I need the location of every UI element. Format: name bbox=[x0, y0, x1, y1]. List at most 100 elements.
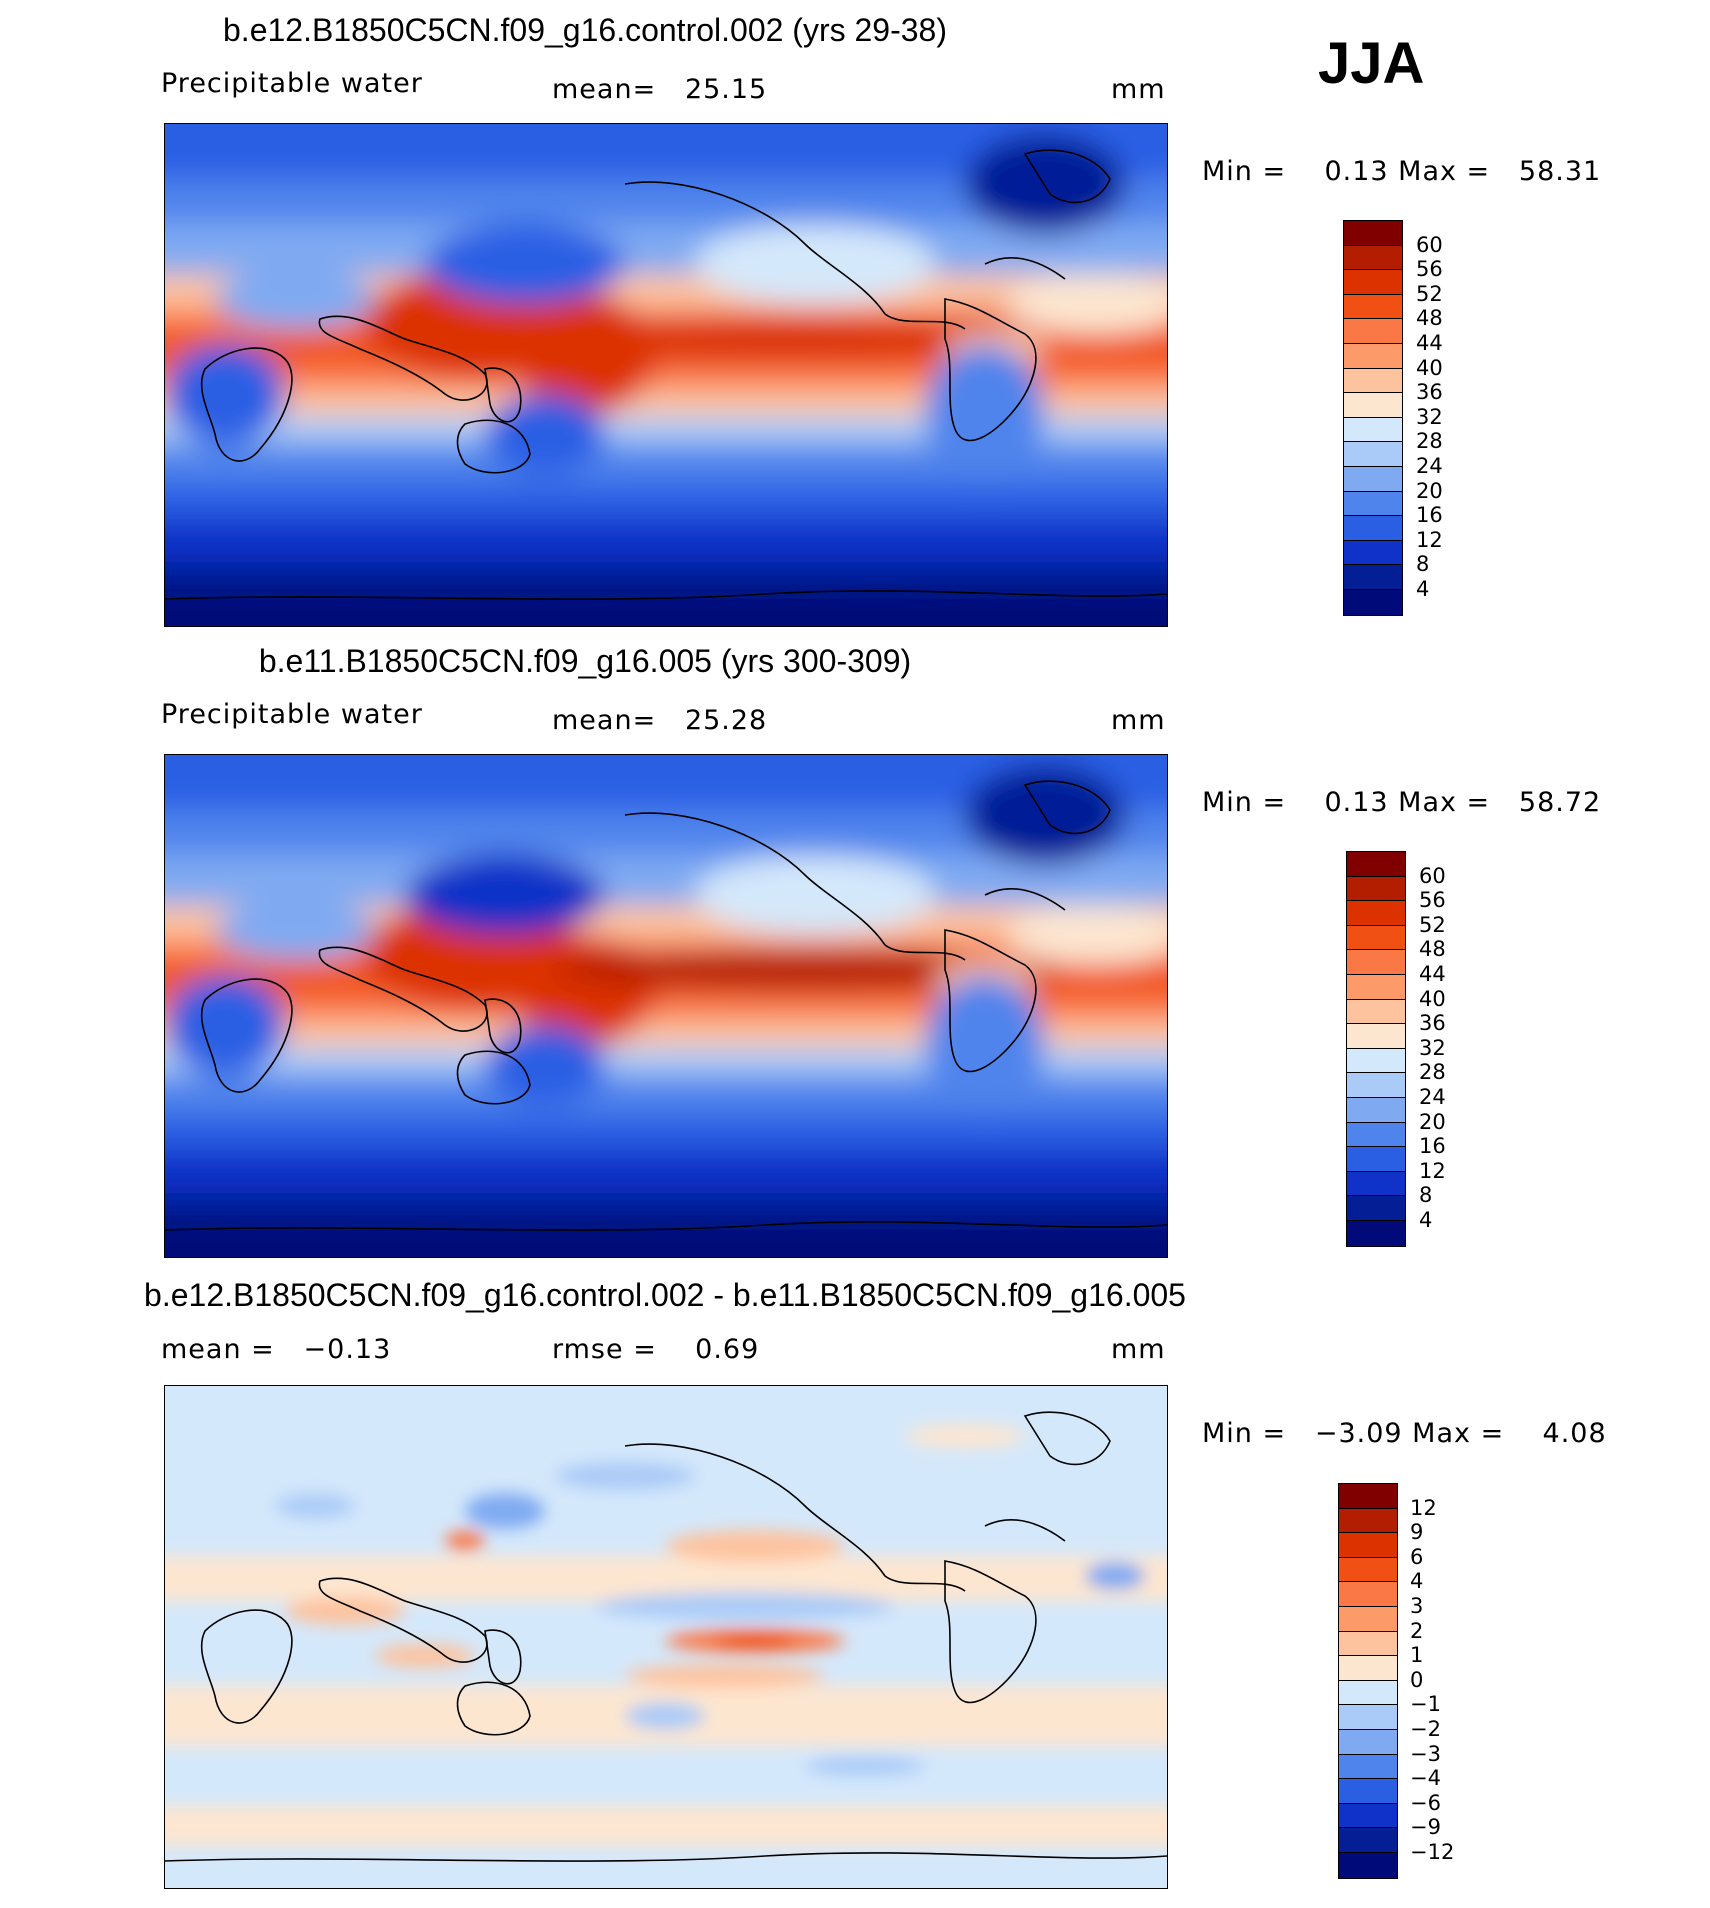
colorbar-tick-label: 4 bbox=[1419, 1208, 1433, 1232]
colorbar-tick-label: 2 bbox=[1410, 1618, 1424, 1643]
colorbar-swatch bbox=[1344, 245, 1402, 271]
panel-3-rmse: rmse = 0.69 bbox=[552, 1334, 760, 1365]
panel-2-variable: Precipitable water bbox=[161, 699, 423, 730]
panel-1-minmax: Min = 0.13 Max = 58.31 bbox=[1202, 156, 1602, 187]
colorbar-swatch bbox=[1347, 1196, 1405, 1221]
colorbar-swatch bbox=[1347, 1220, 1405, 1246]
colorbar-swatch bbox=[1347, 925, 1405, 951]
colorbar-swatch bbox=[1347, 1171, 1405, 1197]
colorbar-swatch bbox=[1347, 1097, 1405, 1123]
colorbar-tick-label: 48 bbox=[1419, 937, 1446, 962]
colorbar-tick-label: 1 bbox=[1410, 1643, 1424, 1668]
colorbar-swatch bbox=[1344, 589, 1402, 615]
colorbar-tick-label: 36 bbox=[1416, 380, 1443, 405]
colorbar-swatch bbox=[1344, 442, 1402, 467]
colorbar-swatch bbox=[1347, 999, 1405, 1025]
colorbar-tick-label: −4 bbox=[1410, 1766, 1441, 1791]
panel-3-minmax: Min = −3.09 Max = 4.08 bbox=[1202, 1418, 1607, 1449]
colorbar-tick-label: 20 bbox=[1419, 1109, 1446, 1134]
colorbar-tick-label: 60 bbox=[1419, 863, 1446, 888]
colorbar-tick-label: −9 bbox=[1410, 1815, 1441, 1840]
colorbar-swatch bbox=[1347, 950, 1405, 975]
colorbar-swatch bbox=[1339, 1656, 1397, 1681]
panel-2-units: mm bbox=[1111, 705, 1166, 736]
colorbar-swatch bbox=[1344, 466, 1402, 492]
colorbar-tick-label: 6 bbox=[1410, 1544, 1424, 1569]
colorbar-swatch bbox=[1347, 852, 1405, 877]
colorbar-swatch bbox=[1344, 368, 1402, 394]
season-label: JJA bbox=[1318, 31, 1425, 96]
panel-3-units: mm bbox=[1111, 1334, 1166, 1365]
colorbar-swatch bbox=[1339, 1631, 1397, 1657]
colorbar-tick-label: 4 bbox=[1416, 577, 1430, 601]
colorbar-tick-label: 52 bbox=[1416, 281, 1443, 306]
colorbar-tick-label: 9 bbox=[1410, 1520, 1424, 1545]
colorbar-swatch bbox=[1339, 1779, 1397, 1804]
colorbar-swatch bbox=[1347, 1147, 1405, 1172]
colorbar-tick-label: 3 bbox=[1410, 1594, 1424, 1618]
colorbar-swatch bbox=[1344, 294, 1402, 320]
colorbar-tick-label: 32 bbox=[1419, 1035, 1446, 1060]
colorbar-tick-label: 8 bbox=[1419, 1183, 1433, 1208]
precipitable-water-map-1 bbox=[165, 124, 1167, 626]
panel-1-title: b.e12.B1850C5CN.f09_g16.control.002 (yrs… bbox=[223, 12, 947, 48]
colorbar-tick-label: −3 bbox=[1410, 1741, 1441, 1766]
colorbar-tick-label: 28 bbox=[1419, 1060, 1446, 1085]
colorbar-tick-label: 32 bbox=[1416, 404, 1443, 429]
colorbar-tick-label: 40 bbox=[1416, 355, 1443, 380]
colorbar-tick-label: −12 bbox=[1410, 1840, 1455, 1864]
colorbar-swatch bbox=[1339, 1852, 1397, 1878]
colorbar-swatch bbox=[1344, 319, 1402, 344]
colorbar-tick-label: 56 bbox=[1419, 888, 1446, 913]
colorbar-swatch bbox=[1339, 1754, 1397, 1780]
panel-1-units: mm bbox=[1111, 74, 1166, 105]
panel-2-map bbox=[164, 754, 1168, 1258]
colorbar-swatch bbox=[1347, 1073, 1405, 1098]
colorbar-tick-label: 12 bbox=[1410, 1495, 1437, 1520]
panel-3-map bbox=[164, 1385, 1168, 1889]
colorbar-swatch bbox=[1347, 876, 1405, 902]
colorbar-tick-label: 8 bbox=[1416, 552, 1430, 577]
panel-1-variable: Precipitable water bbox=[161, 68, 423, 99]
colorbar-tick-label: 0 bbox=[1410, 1667, 1424, 1692]
colorbar-tick-label: 44 bbox=[1416, 331, 1443, 355]
colorbar-swatch bbox=[1344, 221, 1402, 246]
colorbar-swatch bbox=[1339, 1680, 1397, 1706]
panel-2-title: b.e11.B1850C5CN.f09_g16.005 (yrs 300-309… bbox=[258, 643, 912, 679]
colorbar-tick-label: 16 bbox=[1419, 1134, 1446, 1159]
colorbar-swatch bbox=[1347, 974, 1405, 1000]
colorbar-tick-label: 12 bbox=[1416, 527, 1443, 552]
colorbar-swatch bbox=[1344, 417, 1402, 443]
colorbar-tick-label: 12 bbox=[1419, 1158, 1446, 1183]
precipitable-water-map-2 bbox=[165, 755, 1167, 1257]
colorbar-tick-label: −2 bbox=[1410, 1717, 1441, 1741]
panel-1-map bbox=[164, 123, 1168, 627]
colorbar-tick-label: 24 bbox=[1416, 454, 1443, 478]
colorbar-swatch bbox=[1344, 343, 1402, 369]
colorbar-swatch bbox=[1339, 1828, 1397, 1853]
colorbar-tick-label: 60 bbox=[1416, 232, 1443, 257]
colorbar-tick-label: −1 bbox=[1410, 1692, 1441, 1717]
difference-map bbox=[165, 1386, 1167, 1888]
colorbar-swatch bbox=[1344, 540, 1402, 566]
colorbar-swatch bbox=[1339, 1705, 1397, 1730]
colorbar-tick-label: 52 bbox=[1419, 912, 1446, 937]
colorbar-tick-label: 36 bbox=[1419, 1011, 1446, 1036]
colorbar-swatch bbox=[1344, 393, 1402, 418]
colorbar-tick-label: 44 bbox=[1419, 962, 1446, 986]
panel-3-mean: mean = −0.13 bbox=[161, 1334, 392, 1365]
colorbar-swatch bbox=[1347, 1048, 1405, 1074]
panel-1-colorbar bbox=[1343, 220, 1403, 616]
colorbar-tick-label: −6 bbox=[1410, 1790, 1441, 1815]
colorbar-tick-label: 4 bbox=[1410, 1569, 1424, 1594]
colorbar-swatch bbox=[1339, 1484, 1397, 1509]
colorbar-tick-label: 28 bbox=[1416, 429, 1443, 454]
panel-1-mean: mean= 25.15 bbox=[552, 74, 768, 105]
panel-2-colorbar bbox=[1346, 851, 1406, 1247]
panel-3-colorbar bbox=[1338, 1483, 1398, 1879]
colorbar-swatch bbox=[1344, 516, 1402, 541]
colorbar-tick-label: 48 bbox=[1416, 306, 1443, 331]
colorbar-swatch bbox=[1339, 1606, 1397, 1632]
colorbar-swatch bbox=[1339, 1803, 1397, 1829]
colorbar-tick-label: 16 bbox=[1416, 503, 1443, 528]
